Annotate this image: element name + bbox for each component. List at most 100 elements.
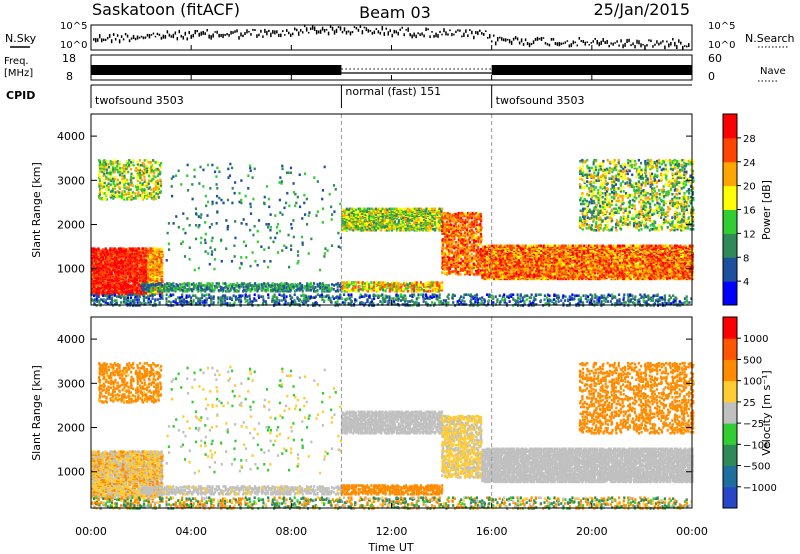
power-cell — [192, 282, 194, 285]
noise-sample — [282, 30, 284, 32]
noise-sample — [533, 40, 535, 44]
power-cell — [425, 208, 427, 211]
power-cell — [473, 220, 475, 223]
power-cell — [441, 216, 443, 219]
power-cell — [159, 179, 161, 182]
noise-sample — [543, 37, 545, 39]
power-cell — [450, 249, 452, 252]
noise-sample — [208, 35, 210, 39]
noise-sample — [374, 31, 376, 34]
noise-sample — [105, 39, 107, 41]
power-cell — [110, 160, 112, 163]
noise-sample — [650, 40, 652, 43]
noise-sample — [457, 29, 459, 31]
power-cell — [477, 268, 479, 271]
power-cell — [103, 173, 105, 176]
power-cell — [386, 220, 388, 223]
power-cell — [139, 167, 141, 170]
noise-sample — [662, 40, 664, 42]
noise-sample — [600, 41, 602, 45]
noise-sample — [481, 32, 483, 35]
noise-sample — [290, 34, 292, 37]
power-cell — [316, 289, 318, 292]
noise-sample — [624, 43, 626, 47]
noise-sample — [469, 29, 471, 31]
noise-sample — [656, 40, 658, 43]
noise-sample — [173, 34, 175, 38]
power-cell — [244, 283, 246, 286]
power-cell — [157, 168, 159, 171]
power-cell — [115, 257, 117, 260]
noise-sample — [509, 39, 511, 43]
noise-sample — [348, 30, 350, 32]
power-cell — [208, 282, 210, 285]
power-cell — [398, 219, 400, 222]
power-cell — [128, 186, 130, 189]
noise-sample — [541, 37, 543, 41]
power-cell — [127, 182, 129, 185]
power-cell — [233, 287, 235, 290]
power-cell — [188, 282, 190, 285]
power-cell — [310, 282, 312, 285]
power-cell — [411, 282, 413, 285]
noise-sample — [198, 33, 200, 37]
noise-sample — [497, 37, 499, 41]
noise-sample — [447, 33, 449, 35]
noise-sample — [682, 46, 684, 50]
noise-sample — [393, 30, 395, 34]
noise-sample — [324, 29, 326, 32]
noise-sample — [592, 40, 594, 43]
power-cell — [152, 170, 154, 173]
power-cell — [103, 180, 105, 183]
power-cell — [130, 188, 132, 191]
power-cell — [144, 159, 146, 162]
power-cell — [526, 251, 528, 254]
noise-sample — [453, 34, 455, 36]
noise-sample — [579, 37, 581, 40]
noise-sample — [676, 45, 678, 49]
nave-label: Nave — [760, 66, 786, 77]
power-cell — [457, 244, 459, 247]
power-cell — [314, 290, 316, 293]
power-cell — [98, 159, 100, 162]
power-cell — [138, 247, 140, 250]
power-cell — [471, 221, 473, 224]
noise-sample — [220, 34, 222, 37]
power-cell — [160, 190, 162, 193]
power-cell — [450, 241, 452, 244]
power-cell — [471, 228, 473, 231]
power-cell — [137, 191, 139, 194]
power-cell — [175, 286, 177, 289]
power-cell — [475, 240, 477, 243]
noise-sample — [680, 42, 682, 45]
power-cell — [103, 164, 105, 167]
noise-sample — [113, 33, 115, 36]
noise-sample — [461, 35, 463, 37]
noise-sample — [610, 42, 612, 44]
power-cell — [220, 286, 222, 289]
noise-sample — [596, 40, 598, 44]
noise-sample — [421, 32, 423, 35]
noise-sample — [179, 30, 181, 33]
power-cell — [101, 181, 103, 184]
power-cell — [107, 182, 109, 185]
power-cell — [98, 173, 100, 176]
noise-sample — [288, 32, 290, 35]
noise-sample — [362, 30, 364, 34]
power-cell — [195, 283, 197, 286]
power-cell — [152, 247, 154, 250]
power-cell — [121, 175, 123, 178]
noise-sample — [147, 34, 149, 37]
power-cell — [143, 184, 145, 187]
freq-label: Freq. — [4, 56, 29, 67]
noise-sample — [222, 34, 224, 38]
power-cell — [462, 247, 464, 250]
noise-sample — [183, 36, 185, 40]
noise-sample — [382, 26, 384, 30]
power-cell — [455, 244, 457, 247]
power-cell — [136, 161, 138, 164]
power-cell — [455, 241, 457, 244]
power-cell — [158, 196, 160, 199]
power-cell — [364, 282, 366, 285]
noise-sample — [266, 31, 268, 35]
